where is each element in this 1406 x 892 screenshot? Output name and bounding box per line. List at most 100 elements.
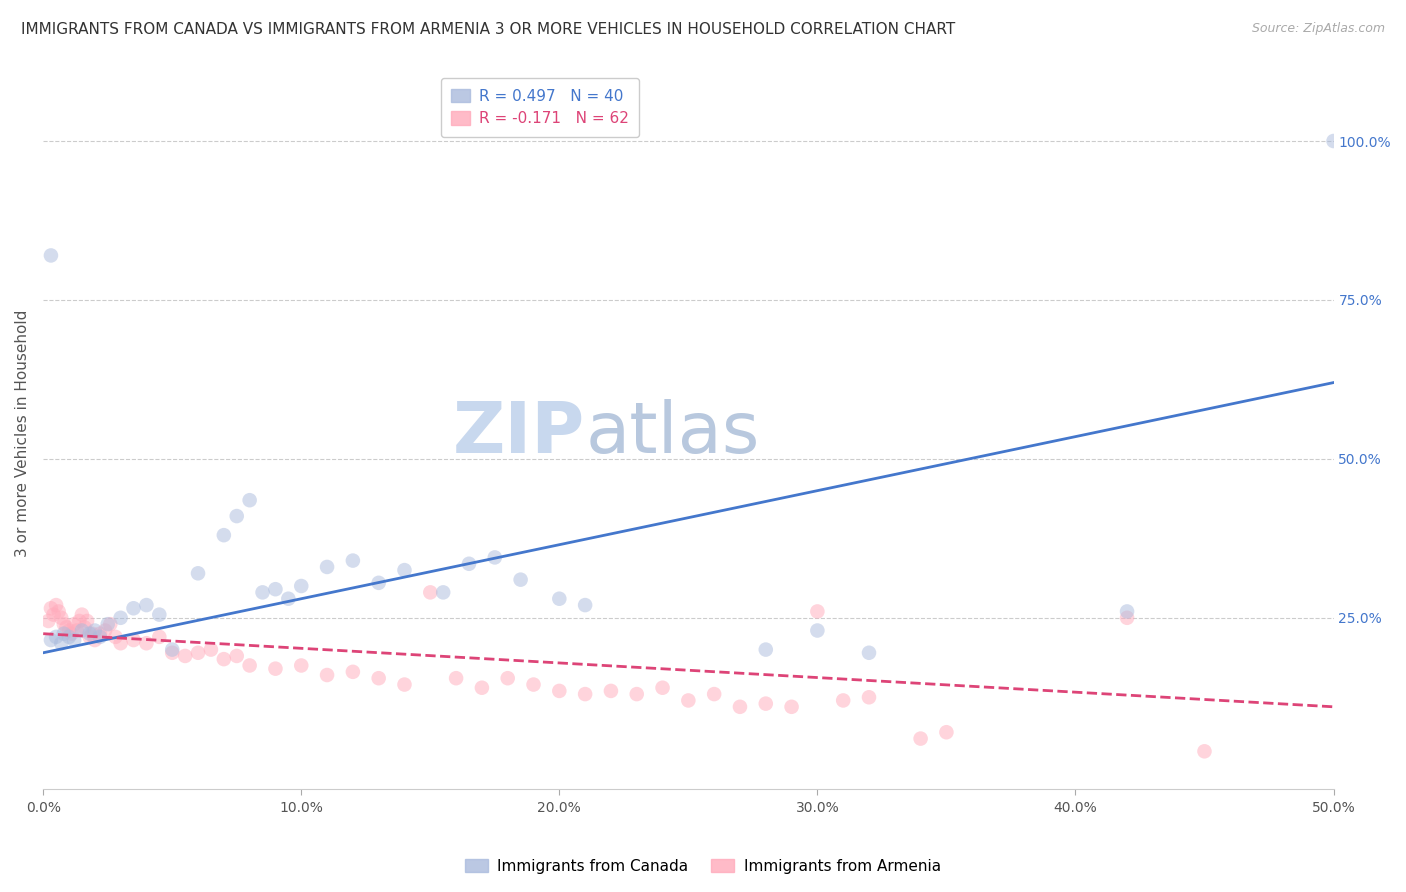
Point	[703, 687, 725, 701]
Point	[70, 607, 93, 622]
Point	[264, 662, 287, 676]
Point	[342, 665, 364, 679]
Point	[574, 598, 596, 612]
Point	[55, 620, 77, 634]
Point	[1116, 604, 1139, 618]
Point	[110, 636, 132, 650]
Point	[444, 671, 467, 685]
Point	[83, 633, 105, 648]
Point	[600, 684, 623, 698]
Point	[484, 550, 506, 565]
Point	[755, 697, 778, 711]
Point	[458, 557, 481, 571]
Point	[548, 591, 571, 606]
Point	[264, 582, 287, 597]
Point	[60, 626, 83, 640]
Text: IMMIGRANTS FROM CANADA VS IMMIGRANTS FROM ARMENIA 3 OR MORE VEHICLES IN HOUSEHOL: IMMIGRANTS FROM CANADA VS IMMIGRANTS FRO…	[21, 22, 955, 37]
Point	[755, 642, 778, 657]
Point	[148, 607, 170, 622]
Point	[83, 624, 105, 638]
Point	[39, 633, 62, 648]
Point	[277, 591, 299, 606]
Point	[935, 725, 957, 739]
Point	[76, 614, 98, 628]
Point	[728, 699, 751, 714]
Point	[1116, 611, 1139, 625]
Point	[98, 617, 121, 632]
Point	[626, 687, 648, 701]
Text: Source: ZipAtlas.com: Source: ZipAtlas.com	[1251, 22, 1385, 36]
Point	[678, 693, 700, 707]
Point	[239, 658, 262, 673]
Point	[496, 671, 519, 685]
Point	[63, 617, 86, 632]
Point	[212, 528, 235, 542]
Legend: Immigrants from Canada, Immigrants from Armenia: Immigrants from Canada, Immigrants from …	[460, 853, 946, 880]
Point	[1322, 134, 1344, 148]
Point	[187, 646, 209, 660]
Point	[367, 575, 389, 590]
Point	[79, 630, 101, 644]
Point	[148, 630, 170, 644]
Point	[39, 601, 62, 615]
Point	[63, 633, 86, 648]
Point	[42, 607, 65, 622]
Point	[58, 624, 80, 638]
Point	[832, 693, 855, 707]
Point	[290, 658, 312, 673]
Point	[910, 731, 932, 746]
Point	[316, 668, 339, 682]
Legend: R = 0.497   N = 40, R = -0.171   N = 62: R = 0.497 N = 40, R = -0.171 N = 62	[440, 78, 640, 137]
Point	[548, 684, 571, 698]
Point	[290, 579, 312, 593]
Point	[160, 646, 183, 660]
Point	[200, 642, 222, 657]
Point	[252, 585, 274, 599]
Point	[651, 681, 673, 695]
Point	[858, 690, 880, 705]
Point	[187, 566, 209, 581]
Point	[45, 630, 67, 644]
Point	[419, 585, 441, 599]
Point	[48, 604, 70, 618]
Point	[122, 633, 145, 648]
Point	[1194, 744, 1216, 758]
Point	[58, 630, 80, 644]
Point	[45, 598, 67, 612]
Point	[858, 646, 880, 660]
Point	[89, 630, 111, 644]
Point	[51, 611, 73, 625]
Point	[574, 687, 596, 701]
Point	[122, 601, 145, 615]
Point	[316, 560, 339, 574]
Text: atlas: atlas	[585, 399, 759, 468]
Point	[522, 677, 544, 691]
Point	[94, 624, 117, 638]
Point	[52, 617, 75, 632]
Point	[394, 563, 416, 577]
Point	[239, 493, 262, 508]
Point	[367, 671, 389, 685]
Point	[135, 636, 157, 650]
Point	[135, 598, 157, 612]
Point	[394, 677, 416, 691]
Point	[52, 626, 75, 640]
Point	[110, 611, 132, 625]
Point	[225, 648, 247, 663]
Point	[79, 626, 101, 640]
Point	[70, 624, 93, 638]
Text: ZIP: ZIP	[453, 399, 585, 468]
Point	[780, 699, 803, 714]
Point	[66, 624, 89, 638]
Point	[212, 652, 235, 666]
Point	[67, 614, 90, 628]
Point	[39, 248, 62, 262]
Point	[97, 617, 120, 632]
Point	[509, 573, 531, 587]
Point	[160, 642, 183, 657]
Point	[342, 553, 364, 567]
Point	[225, 509, 247, 524]
Point	[37, 614, 59, 628]
Point	[471, 681, 494, 695]
Point	[89, 626, 111, 640]
